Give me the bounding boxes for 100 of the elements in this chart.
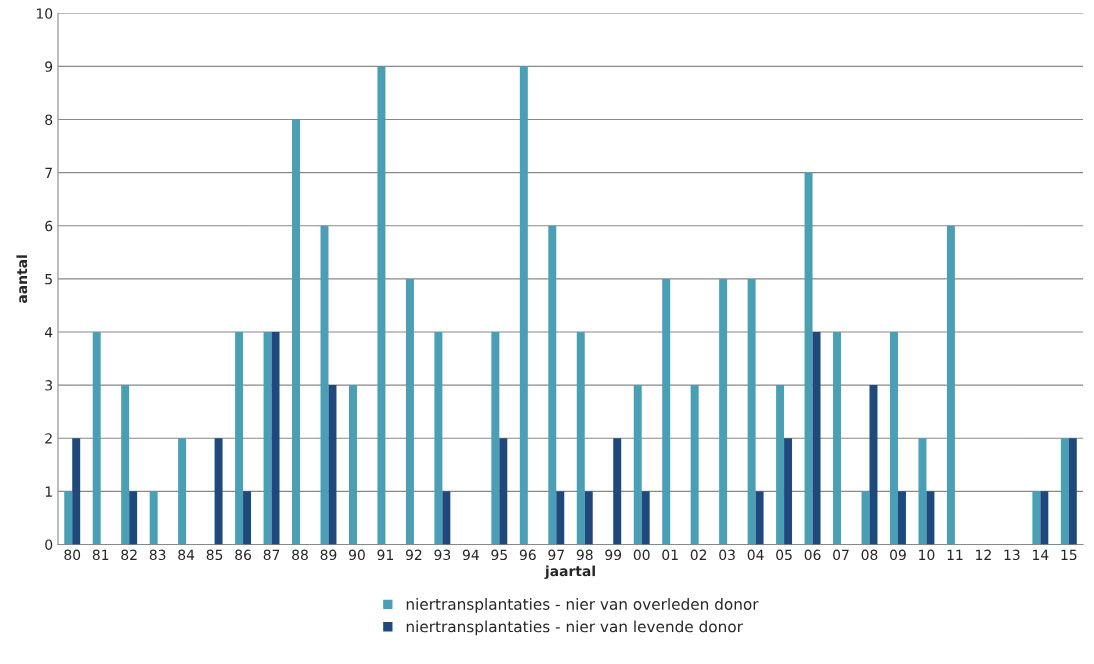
bar [72, 438, 81, 545]
x-tick-label: 04 [747, 549, 764, 561]
bar [519, 66, 528, 545]
bar [491, 332, 500, 545]
bar [243, 491, 252, 545]
x-tick-label: 81 [92, 549, 109, 561]
bar [556, 491, 565, 545]
bar [719, 278, 728, 545]
bar [214, 438, 223, 545]
x-tick-label: 98 [576, 549, 593, 561]
x-tick-label: 80 [64, 549, 81, 561]
y-tick-label: 8 [45, 114, 53, 125]
bar [776, 385, 785, 545]
x-tick-label: 10 [919, 549, 935, 561]
y-tick-label: 1 [45, 486, 52, 497]
bar [833, 332, 842, 545]
bar [1032, 491, 1041, 545]
bar [641, 491, 650, 545]
x-tick-label: 12 [976, 549, 991, 560]
bar [64, 491, 73, 545]
bar [690, 385, 699, 545]
bar [292, 119, 301, 545]
x-tick-label: 85 [206, 549, 223, 561]
bar [613, 438, 622, 545]
x-tick-label: 06 [804, 549, 821, 561]
x-tick-label: 05 [776, 549, 792, 561]
x-tick-label: 13 [1004, 549, 1020, 561]
bar [92, 332, 101, 545]
bar [178, 438, 187, 545]
x-tick-label: 02 [690, 549, 707, 561]
x-tick-label: 94 [462, 549, 479, 561]
bar [377, 66, 386, 545]
y-tick-label: 4 [44, 327, 53, 338]
bar [1040, 491, 1049, 545]
x-tick-label: 14 [1033, 549, 1049, 560]
x-tick-label: 91 [377, 549, 393, 561]
x-tick-label: 87 [263, 549, 280, 561]
bar [348, 385, 357, 545]
bar [1060, 438, 1069, 545]
x-tick-label: 09 [890, 549, 906, 561]
bar [804, 172, 813, 545]
bar [890, 332, 898, 545]
legend-label: niertransplantaties - nier van overleden donor [406, 598, 759, 613]
y-tick-label: 7 [45, 167, 52, 178]
x-tick-label: 92 [405, 549, 422, 561]
x-tick-label: 96 [519, 549, 536, 561]
bar [121, 385, 130, 545]
bar [434, 332, 443, 545]
bar [263, 332, 272, 545]
x-tick-label: 15 [1061, 549, 1077, 561]
bar [897, 491, 906, 545]
y-axis-title: aantal [16, 255, 28, 303]
bar [548, 225, 557, 545]
bar [235, 332, 244, 545]
x-tick-label: 00 [633, 549, 650, 561]
bar [812, 332, 821, 545]
bar [584, 491, 593, 545]
y-tick-label: 6 [45, 220, 53, 232]
bar [633, 385, 642, 545]
x-tick-label: 93 [434, 549, 451, 561]
x-tick-label: 82 [121, 549, 137, 561]
x-tick-label: 88 [292, 549, 308, 561]
x-tick-label: 83 [149, 549, 166, 561]
bar [129, 491, 138, 545]
y-tick-label: 0 [45, 539, 53, 550]
x-tick-label: 86 [235, 549, 252, 561]
x-tick-label: 08 [861, 549, 878, 561]
x-tick-label: 84 [178, 549, 195, 561]
x-tick-label: 03 [719, 549, 735, 561]
x-tick-label: 99 [605, 549, 622, 561]
x-axis-title: jaartal [544, 565, 595, 580]
x-tick-label: 95 [491, 549, 507, 561]
bar [946, 225, 955, 545]
bar [328, 385, 337, 545]
bar [442, 491, 451, 545]
bar [1068, 438, 1077, 545]
bar [918, 438, 927, 545]
bar [784, 438, 793, 545]
x-tick-label: 97 [548, 549, 564, 561]
x-tick-label: 90 [349, 549, 365, 561]
bar [926, 491, 935, 545]
bar [576, 332, 585, 545]
legend-label: niertransplantaties - nier van levende donor [406, 620, 743, 636]
bar [861, 491, 870, 545]
bar [747, 278, 756, 545]
bar [662, 278, 671, 545]
x-tick-label: 07 [833, 549, 849, 561]
bar [499, 438, 508, 545]
x-tick-label: 89 [320, 549, 337, 561]
y-tick-label: 5 [45, 274, 52, 285]
bar [149, 491, 158, 545]
x-tick-label: 11 [947, 549, 963, 560]
y-tick-label: 2 [45, 433, 52, 444]
bar [271, 332, 280, 545]
bar [405, 278, 414, 545]
y-tick-label: 9 [45, 61, 53, 72]
x-tick-label: 01 [662, 549, 678, 561]
bar [755, 491, 764, 545]
y-tick-label: 3 [45, 380, 53, 391]
y-tick-label: 10 [36, 8, 53, 19]
